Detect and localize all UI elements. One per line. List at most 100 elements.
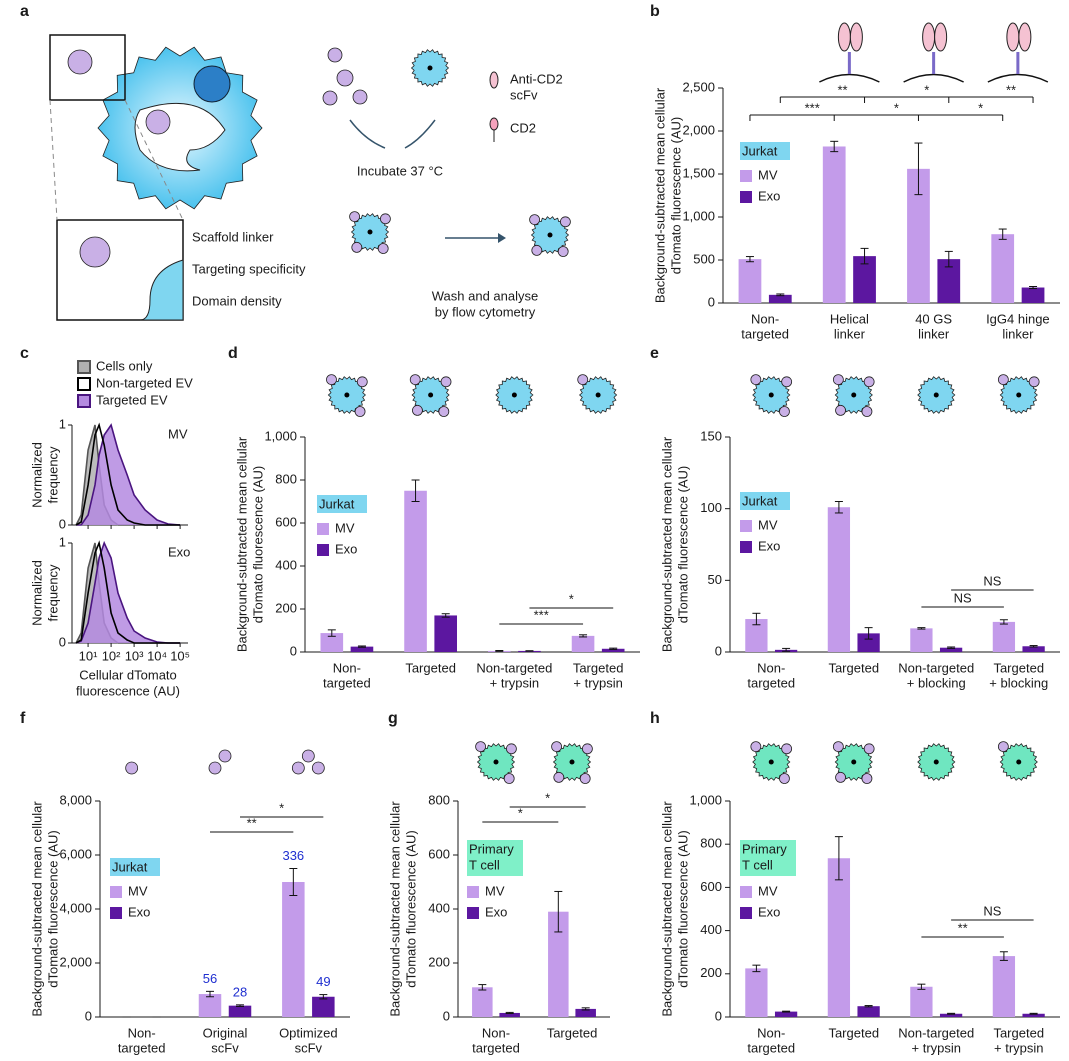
scfv (934, 22, 948, 52)
ev-glyph (832, 374, 844, 386)
legend-swatch (317, 523, 329, 535)
bar (827, 858, 851, 1017)
bar (312, 996, 335, 1017)
sig-label: ** (247, 815, 257, 830)
ev-glyph (505, 743, 517, 755)
ev-glyph (997, 374, 1009, 386)
ev-glyph (412, 404, 423, 416)
y-tick-label: 0 (715, 1008, 722, 1023)
ev-glyph (553, 772, 565, 783)
bar-annotation: 56 (203, 971, 217, 986)
panel-label: e (650, 345, 659, 362)
x-tick-label: linker (1002, 326, 1034, 341)
legend-swatch (110, 886, 122, 898)
sig-label: ** (837, 82, 847, 97)
y-tick-label: 200 (275, 600, 297, 615)
legend-swatch (740, 541, 752, 553)
y-axis-label: dTomato fluorescence (AU) (675, 466, 690, 624)
arrow (404, 119, 436, 149)
zoom-line (49, 99, 58, 221)
x-tick-label: targeted (323, 675, 371, 690)
legend-title: Primary (742, 841, 787, 856)
y-tick-label: 50 (708, 572, 722, 587)
panel-label: g (388, 710, 398, 727)
y-axis-label: frequency (45, 446, 60, 504)
bar (910, 628, 933, 652)
x-tick-label: Non-targeted (898, 1025, 974, 1040)
legend-swatch (317, 544, 329, 556)
y-tick-label: 1 (59, 416, 66, 431)
x-tick-label: targeted (747, 1040, 795, 1055)
legend-swatch (77, 377, 91, 391)
cd2-glyph (489, 117, 499, 131)
legend-label: Exo (758, 188, 780, 203)
ev-glyph (326, 374, 337, 386)
y-tick-label: 200 (700, 965, 722, 980)
y-tick-label: 0 (59, 634, 66, 649)
nucleus (851, 392, 857, 398)
y-axis-label: Normalized (29, 560, 44, 626)
legend-label: MV (758, 517, 778, 532)
bar (738, 259, 762, 303)
y-tick-label: 100 (700, 500, 722, 515)
x-tick-label: IgG4 hinge (986, 311, 1050, 326)
x-tick-label: Targeted (993, 660, 1044, 675)
y-tick-label: 400 (428, 900, 450, 915)
legend-label: MV (485, 883, 505, 898)
y-axis-label: Background-subtracted mean cellular (29, 801, 44, 1017)
bar (575, 1008, 596, 1017)
legend-swatch (467, 907, 479, 919)
x-tick-label: Non- (333, 660, 361, 675)
nucleus (344, 392, 350, 398)
legend-title-box (110, 858, 160, 876)
y-axis-label: Background-subtracted mean cellular (234, 436, 249, 652)
legend-label: Cells only (96, 358, 153, 373)
nucleus (428, 392, 434, 398)
x-tick-label: scFv (295, 1040, 323, 1055)
y-axis-label: Background-subtracted mean cellular (387, 801, 402, 1017)
x-tick-label: Non- (751, 311, 779, 326)
y-tick-label: 600 (428, 846, 450, 861)
nucleus (511, 392, 517, 398)
ev-glyph (557, 246, 569, 257)
bar (404, 490, 427, 652)
ev-glyph (779, 406, 790, 417)
bar (992, 621, 1016, 652)
panel-label: c (20, 345, 29, 362)
step-label: Incubate 37 °C (357, 163, 443, 178)
ev-glyph (352, 89, 368, 105)
x-tick-label: Non- (128, 1025, 156, 1040)
x-tick-label: targeted (747, 675, 795, 690)
density-curve (75, 540, 181, 644)
legend-swatch (110, 907, 122, 919)
ev-glyph (560, 216, 571, 228)
legend-label: Exo (758, 904, 780, 919)
legend-label: scFv (510, 87, 538, 102)
x-tick-label: Targeted (405, 660, 456, 675)
ev-glyph (503, 773, 515, 784)
ev-glyph (531, 244, 543, 256)
scfv (922, 22, 936, 52)
ev-glyph (863, 376, 875, 388)
y-axis-label: Normalized (29, 442, 44, 508)
arrow (349, 119, 386, 149)
legend-swatch (740, 191, 752, 203)
y-tick-label: 600 (275, 514, 297, 529)
y-tick-label: 2,500 (682, 79, 715, 94)
x-tick-label: Targeted (828, 660, 879, 675)
x-tick-label: Targeted (828, 1025, 879, 1040)
bar (1022, 646, 1045, 652)
bar (548, 911, 569, 1017)
bar (1022, 1013, 1045, 1017)
bar (939, 1013, 963, 1017)
x-tick-label: targeted (741, 326, 789, 341)
nucleus (427, 65, 433, 71)
y-tick-label: 0 (715, 643, 722, 658)
ev-glyph (354, 406, 366, 417)
y-axis-label: dTomato fluorescence (AU) (675, 830, 690, 988)
y-tick-label: 200 (428, 954, 450, 969)
legend-swatch (740, 886, 752, 898)
nucleus (367, 229, 373, 235)
y-tick-label: 1,000 (682, 208, 715, 223)
x-tick-label: Targeted (993, 1025, 1044, 1040)
